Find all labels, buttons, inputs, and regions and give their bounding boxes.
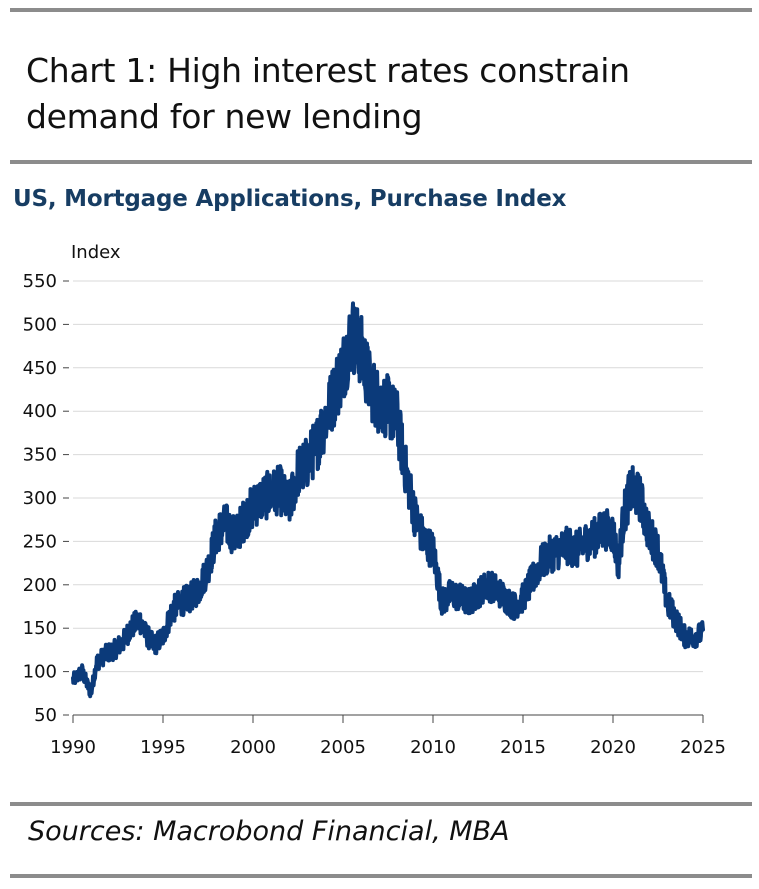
chart-title: Chart 1: High interest rates constrain d… <box>26 48 746 140</box>
y-tick-label-550: 550 <box>23 271 57 292</box>
y-tick-label-250: 250 <box>23 531 57 552</box>
bottom-rule <box>10 874 752 878</box>
y-axis: 50 100 150 200 250 300 350 400 450 500 550 <box>23 271 69 726</box>
y-axis-label: Index <box>71 242 121 263</box>
chart-title-line-1: Chart 1: High interest rates constrain <box>26 51 630 90</box>
x-axis: 1990 1995 2000 2005 2010 2015 2020 2025 <box>50 714 726 758</box>
y-tick-label-150: 150 <box>23 618 57 639</box>
x-tick-label-2010: 2010 <box>410 737 456 758</box>
grid-lines <box>73 280 703 716</box>
y-tick-label-300: 300 <box>23 488 57 509</box>
x-tick-label-2005: 2005 <box>320 737 366 758</box>
x-tick-label-2000: 2000 <box>230 737 276 758</box>
x-tick-label-2025: 2025 <box>680 737 726 758</box>
x-tick-label-2015: 2015 <box>500 737 546 758</box>
series-line-purchase-index <box>71 301 705 699</box>
y-tick-label-50: 50 <box>34 705 57 726</box>
source-rule <box>10 802 752 806</box>
y-tick-label-350: 350 <box>23 445 57 466</box>
y-tick-label-450: 450 <box>23 358 57 379</box>
y-tick-label-100: 100 <box>23 662 57 683</box>
chart-title-line-2: demand for new lending <box>26 97 423 136</box>
top-rule <box>10 8 752 12</box>
y-tick-label-200: 200 <box>23 575 57 596</box>
chart-subtitle: US, Mortgage Applications, Purchase Inde… <box>13 186 567 212</box>
y-tick-label-500: 500 <box>23 314 57 335</box>
title-rule <box>10 160 752 164</box>
x-tick-label-1990: 1990 <box>50 737 96 758</box>
source-note: Sources: Macrobond Financial, MBA <box>28 816 510 847</box>
x-tick-label-2020: 2020 <box>590 737 636 758</box>
y-tick-label-400: 400 <box>23 401 57 422</box>
x-tick-label-1995: 1995 <box>140 737 186 758</box>
